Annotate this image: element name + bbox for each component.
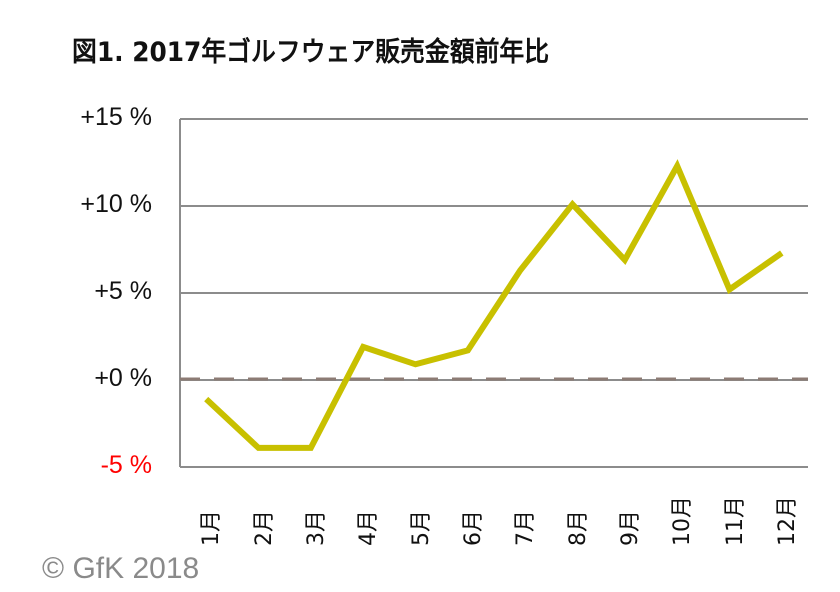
- y-tick-label: +5 %: [94, 277, 152, 305]
- y-tick-label: +15 %: [80, 103, 152, 131]
- y-tick-label: +10 %: [80, 190, 152, 218]
- copyright-footer: © GfK 2018: [42, 552, 200, 585]
- gridlines: [180, 118, 808, 468]
- chart-title: 図1. 2017年ゴルフウェア販売金額前年比: [72, 37, 550, 68]
- data-series-line: [204, 159, 784, 451]
- y-tick-label: -5 %: [100, 451, 152, 479]
- y-tick-label: +0 %: [94, 364, 152, 392]
